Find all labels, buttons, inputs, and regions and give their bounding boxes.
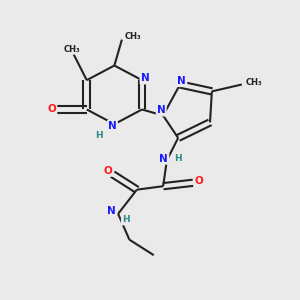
Text: N: N [160,154,168,164]
Text: N: N [157,105,166,115]
Text: O: O [194,176,203,186]
Text: H: H [122,215,129,224]
Text: N: N [178,76,186,86]
Text: O: O [103,166,112,176]
Text: H: H [174,154,182,163]
Text: CH₃: CH₃ [125,32,141,41]
Text: O: O [47,104,56,115]
Text: CH₃: CH₃ [64,45,80,54]
Text: N: N [141,74,149,83]
Text: H: H [95,131,102,140]
Text: N: N [107,206,116,216]
Text: CH₃: CH₃ [246,78,262,87]
Text: N: N [108,121,117,131]
